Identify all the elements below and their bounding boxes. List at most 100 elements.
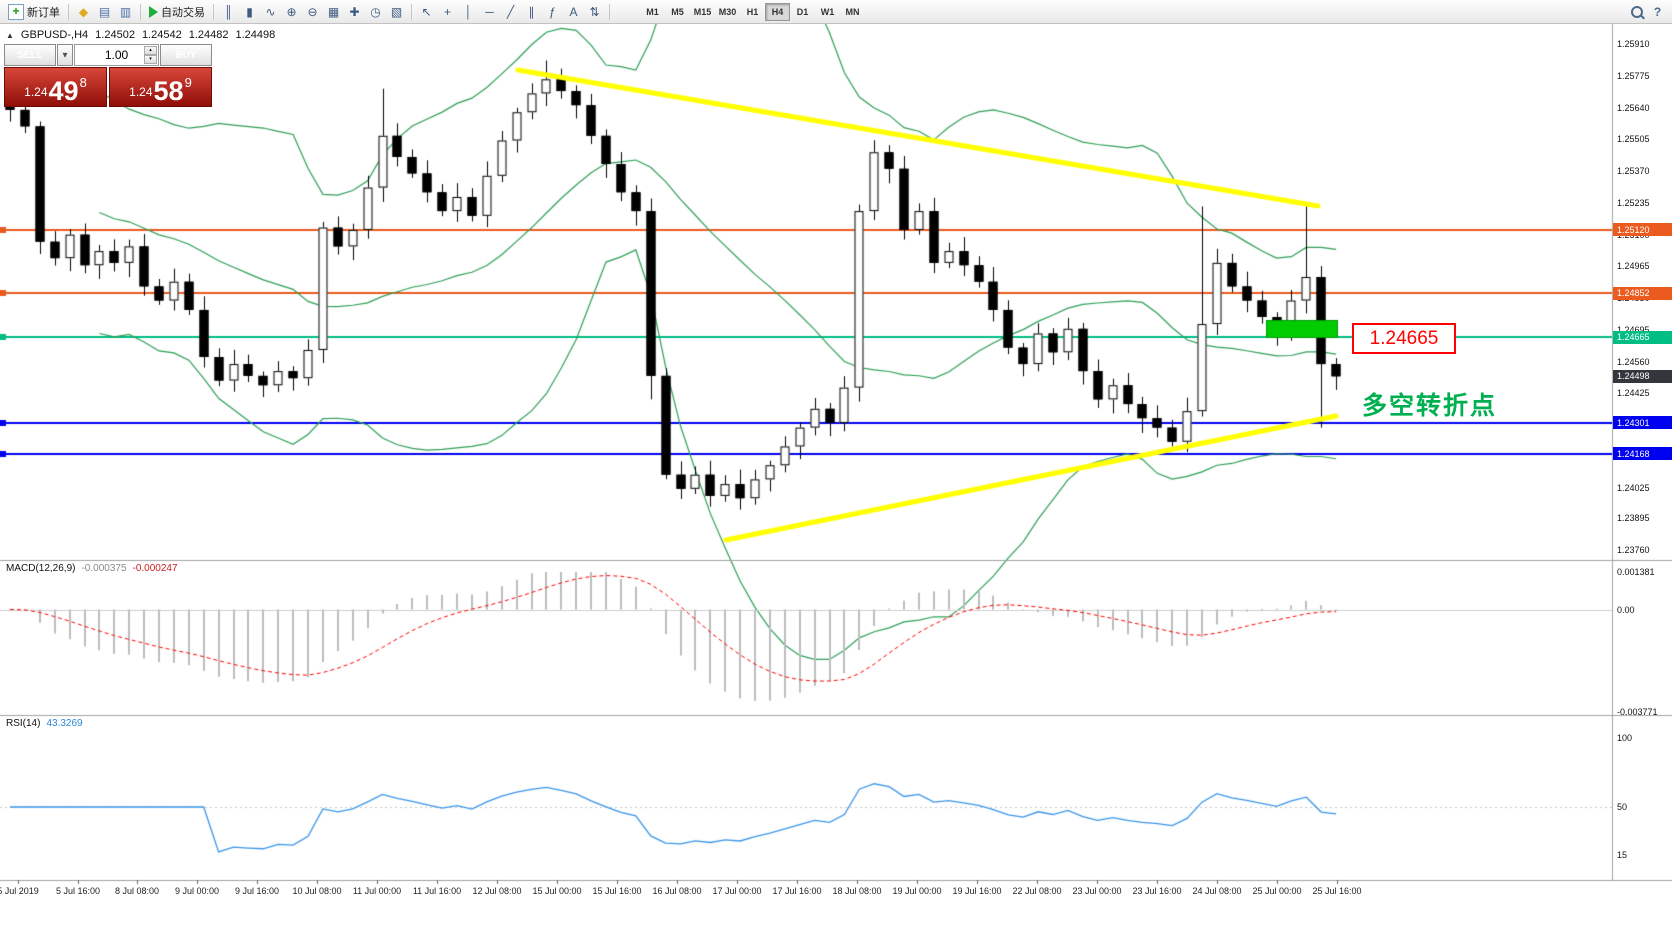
price-level-box: 1.24498 bbox=[1613, 369, 1672, 383]
ohlc-open: 1.24502 bbox=[95, 29, 135, 41]
ohlc-low: 1.24482 bbox=[188, 29, 229, 41]
ohlc-close: 1.24498 bbox=[235, 29, 276, 41]
volume-down-button[interactable]: ▾ bbox=[144, 55, 157, 64]
price-level-box: 1.24852 bbox=[1613, 286, 1672, 300]
data-window-button[interactable]: ▤ bbox=[94, 2, 115, 22]
bar-chart-button[interactable]: ║ bbox=[218, 2, 239, 22]
price-level-box: 1.25120 bbox=[1613, 223, 1672, 237]
fibonacci-button[interactable]: ƒ bbox=[542, 2, 563, 22]
symbol-period-label: GBPUSD-,H4 bbox=[20, 29, 89, 41]
vertical-line-icon: │ bbox=[464, 4, 473, 19]
text-button[interactable]: A bbox=[563, 2, 584, 22]
time-axis-label: 9 Jul 16:00 bbox=[234, 886, 280, 896]
price-tick-label: 1.24560 bbox=[1617, 356, 1650, 367]
timeframe-m1-button[interactable]: M1 bbox=[640, 3, 665, 21]
zoom-in-button[interactable]: ⊕ bbox=[281, 2, 302, 22]
line-chart-button[interactable]: ∿ bbox=[260, 2, 281, 22]
search-icon bbox=[1630, 5, 1643, 18]
market-watch-icon: ◆ bbox=[78, 4, 89, 19]
timeframe-m15-button[interactable]: M15 bbox=[690, 3, 715, 21]
candlestick-icon: ▮ bbox=[246, 4, 253, 19]
time-axis-label: 17 Jul 16:00 bbox=[772, 886, 822, 896]
help-button[interactable]: ? bbox=[1647, 2, 1668, 22]
rsi-value: 43.3269 bbox=[46, 718, 83, 729]
price-tick-label: 1.24025 bbox=[1617, 482, 1650, 493]
arrows-button[interactable]: ⇅ bbox=[584, 2, 605, 22]
panel-collapse-icon[interactable]: ▲ bbox=[6, 30, 14, 40]
channel-button[interactable]: ∥ bbox=[521, 2, 542, 22]
macd-value-main: -0.000375 bbox=[81, 563, 127, 574]
price-tick-label: 1.25640 bbox=[1617, 102, 1650, 113]
market-watch-button[interactable]: ◆ bbox=[73, 2, 94, 22]
new-order-icon: + bbox=[8, 3, 24, 20]
search-button[interactable] bbox=[1626, 2, 1647, 22]
navigator-icon: ▥ bbox=[119, 4, 132, 19]
periods-button[interactable]: ◷ bbox=[365, 2, 386, 22]
arrows-icon: ⇅ bbox=[589, 4, 600, 19]
toolbar: + 新订单 ◆ ▤ ▥ 自动交易 ║ ▮ ∿ ⊕ ⊖ ▦ ✚ ◷ ▧ ↖ + │ ─ ╱ ∥ ƒ A ⇅ M1 M5 M… bbox=[0, 0, 1672, 24]
macd-name: MACD(12,26,9) bbox=[6, 563, 76, 574]
volume-field[interactable]: 1.00 ▴ ▾ bbox=[74, 44, 159, 66]
order-type-dropdown[interactable]: ▾ bbox=[57, 44, 73, 66]
ohlc-high: 1.24542 bbox=[141, 29, 182, 41]
templates-button[interactable]: ▧ bbox=[386, 2, 407, 22]
autotrading-button[interactable]: 自动交易 bbox=[145, 2, 209, 22]
zoom-in-icon: ⊕ bbox=[286, 4, 297, 19]
price-level-box: 1.24168 bbox=[1613, 447, 1672, 461]
price-tick-label: 1.25775 bbox=[1617, 70, 1650, 81]
volume-up-button[interactable]: ▴ bbox=[144, 46, 157, 55]
buy-button[interactable]: BUY bbox=[160, 44, 212, 66]
line-chart-icon: ∿ bbox=[265, 4, 276, 19]
tile-windows-icon: ▦ bbox=[327, 4, 340, 19]
time-axis-label: 25 Jul 00:00 bbox=[1252, 886, 1302, 896]
toolbar-separator bbox=[68, 3, 69, 20]
time-axis-label: 5 Jul 16:00 bbox=[55, 886, 101, 896]
time-axis-label: 18 Jul 08:00 bbox=[832, 886, 882, 896]
channel-icon: ∥ bbox=[528, 4, 535, 19]
timeframe-m30-button[interactable]: M30 bbox=[715, 3, 740, 21]
time-axis-label: 5 Jul 2019 bbox=[0, 886, 39, 896]
bar-chart-icon: ║ bbox=[224, 4, 233, 19]
price-tick-label: 1.25370 bbox=[1617, 166, 1650, 177]
timeframe-m5-button[interactable]: M5 bbox=[665, 3, 690, 21]
timeframe-h4-button[interactable]: H4 bbox=[765, 2, 790, 21]
toolbar-separator bbox=[140, 3, 141, 20]
time-axis-label: 24 Jul 08:00 bbox=[1192, 886, 1242, 896]
indicators-button[interactable]: ✚ bbox=[344, 2, 365, 22]
sell-price-button[interactable]: 1.24 49 8 bbox=[4, 67, 107, 107]
rsi-indicator-label: RSI(14) 43.3269 bbox=[6, 718, 83, 729]
buy-price-button[interactable]: 1.24 58 9 bbox=[109, 67, 212, 107]
time-axis-label: 19 Jul 00:00 bbox=[892, 886, 942, 896]
zoom-out-button[interactable]: ⊖ bbox=[302, 2, 323, 22]
time-axis-label: 10 Jul 08:00 bbox=[292, 886, 342, 896]
sell-button[interactable]: SELL bbox=[4, 44, 56, 66]
timeframe-mn-button[interactable]: MN bbox=[840, 3, 865, 21]
trendline-button[interactable]: ╱ bbox=[500, 2, 521, 22]
tile-windows-button[interactable]: ▦ bbox=[323, 2, 344, 22]
autotrading-icon bbox=[149, 5, 158, 18]
timeframe-w1-button[interactable]: W1 bbox=[815, 3, 840, 21]
timeframe-d1-button[interactable]: D1 bbox=[790, 3, 815, 21]
chevron-down-icon: ▾ bbox=[62, 49, 68, 61]
new-order-button[interactable]: + 新订单 bbox=[4, 2, 64, 22]
pivot-annotation[interactable]: 多空转折点 bbox=[1362, 392, 1498, 420]
time-axis-label: 11 Jul 16:00 bbox=[412, 886, 462, 896]
horizontal-line-button[interactable]: ─ bbox=[479, 2, 500, 22]
price-callout[interactable]: 1.24665 bbox=[1352, 323, 1456, 354]
candlestick-button[interactable]: ▮ bbox=[239, 2, 260, 22]
time-axis-label: 23 Jul 00:00 bbox=[1072, 886, 1122, 896]
timeframe-h1-button[interactable]: H1 bbox=[740, 3, 765, 21]
macd-scale-label: 0.001381 bbox=[1617, 567, 1655, 577]
cursor-button[interactable]: ↖ bbox=[416, 2, 437, 22]
time-axis[interactable]: 5 Jul 2019 5 Jul 16:00 8 Jul 08:00 9 Jul 00… bbox=[0, 880, 1672, 908]
zoom-out-icon: ⊖ bbox=[307, 4, 318, 19]
vertical-line-button[interactable]: │ bbox=[458, 2, 479, 22]
macd-value-signal: -0.000247 bbox=[132, 563, 178, 574]
time-axis-label: 19 Jul 16:00 bbox=[952, 886, 1002, 896]
crosshair-button[interactable]: + bbox=[437, 2, 458, 22]
price-tick-label: 1.25235 bbox=[1617, 197, 1650, 208]
navigator-button[interactable]: ▥ bbox=[115, 2, 136, 22]
ask-prefix: 1.24 bbox=[129, 85, 153, 99]
